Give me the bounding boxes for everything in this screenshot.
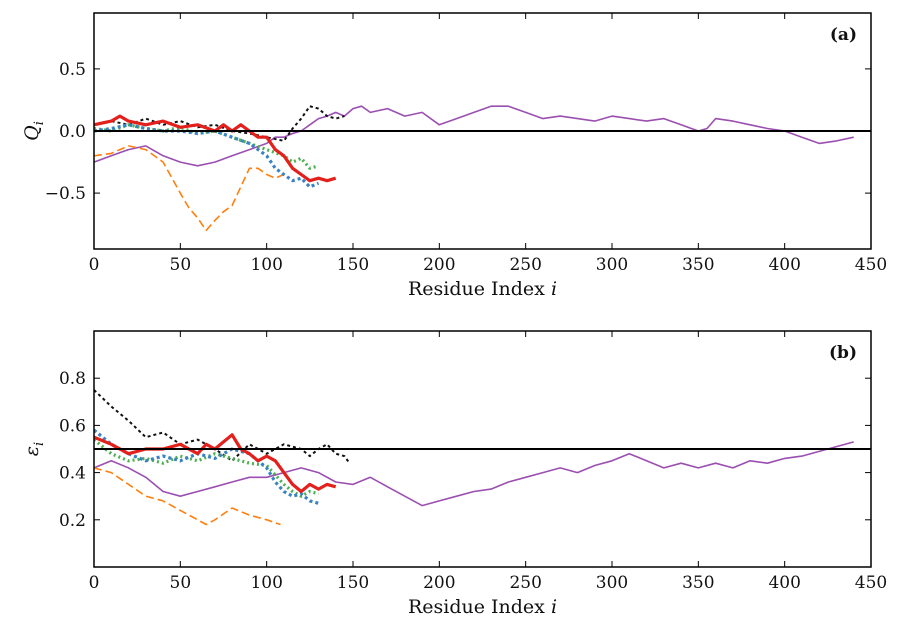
panel-b-x-tick-label: 100 xyxy=(250,573,282,593)
panel-b: 0 50 100 150 200 250 300 350 400 4500.20.40.60.8 … xyxy=(21,330,887,618)
panel-a-series-red xyxy=(94,114,337,183)
panel-a-label: (a) xyxy=(830,25,857,45)
panel-a-x-tick-label: 150 xyxy=(337,255,369,275)
panel-b-x-tick-label: 0 xyxy=(89,573,100,593)
panel-b-x-axis-label-var: i xyxy=(551,596,557,618)
panel-a-x-tick-label: 0 xyxy=(89,255,100,275)
panel-b-y-tick-label: 0.4 xyxy=(59,464,86,484)
panel-b-x-tick-label: 250 xyxy=(509,573,541,593)
panel-b-x-axis-label: Residue Index i xyxy=(408,596,557,618)
panel-a-x-tick-label: 200 xyxy=(423,255,455,275)
panel-a-x-tick-label: 450 xyxy=(855,255,887,275)
panel-b-x-tick-label: 50 xyxy=(170,573,192,593)
panel-a-x-tick-label: 400 xyxy=(768,255,800,275)
panel-a-y-axis-label-symbol: Q xyxy=(21,125,43,141)
panel-a-ticks: 0 50 100 150 200 250 300 350 400 450 −0.5 0.0 0.5 xyxy=(45,13,887,275)
panel-a-x-tick-label: 250 xyxy=(509,255,541,275)
panel-b-x-tick-label: 300 xyxy=(596,573,628,593)
panel-a-y-tick-label: 0.5 xyxy=(59,60,86,80)
panel-a: 0 50 100 150 200 250 300 350 400 450 −0.5 0.0 0.5 (a… xyxy=(21,12,887,300)
panel-a-y-tick-label: 0.0 xyxy=(59,122,86,142)
panel-a-y-tick-label: −0.5 xyxy=(45,184,86,204)
panel-a-series-black xyxy=(94,105,345,142)
panel-b-series-group xyxy=(94,389,854,526)
panel-a-x-tick-label: 350 xyxy=(682,255,714,275)
panel-b-series-purple xyxy=(94,441,854,507)
panel-a-y-axis-label: Qi xyxy=(21,121,47,141)
panel-a-x-tick-label: 50 xyxy=(170,255,192,275)
panel-b-x-tick-label: 450 xyxy=(855,573,887,593)
panel-b-x-tick-label: 150 xyxy=(337,573,369,593)
panel-b-y-axis-label: εi xyxy=(21,442,47,456)
panel-b-x-tick-label: 350 xyxy=(682,573,714,593)
panel-a-series-blue xyxy=(94,123,320,189)
panel-a-series-purple xyxy=(94,105,854,167)
panel-b-y-tick-label: 0.8 xyxy=(59,369,86,389)
panel-b-y-axis-label-sub: i xyxy=(32,442,47,446)
panel-b-x-tick-label: 200 xyxy=(423,573,455,593)
panel-a-x-tick-label: 100 xyxy=(250,255,282,275)
panel-b-y-axis-label-symbol: ε xyxy=(21,446,43,456)
panel-a-y-axis-label-sub: i xyxy=(32,121,47,125)
panel-b-y-tick-label: 0.6 xyxy=(59,416,86,436)
panel-b-label: (b) xyxy=(829,343,857,363)
panel-b-x-tick-label: 400 xyxy=(768,573,800,593)
panel-b-x-axis-label-text: Residue Index xyxy=(408,596,545,618)
panel-b-ticks: 0 50 100 150 200 250 300 350 400 450 0.2 0.4 0.6 0.8 xyxy=(59,331,887,593)
panel-b-series-orange xyxy=(94,467,281,526)
panel-a-x-axis-label-text: Residue Index xyxy=(408,278,545,300)
panel-a-x-axis-label-var: i xyxy=(551,278,557,300)
panel-b-series-red xyxy=(94,433,337,494)
panel-a-x-axis-label: Residue Index i xyxy=(408,278,557,300)
panel-b-axes-frame xyxy=(93,330,872,568)
panel-a-series-orange xyxy=(94,145,285,232)
panel-a-series-group xyxy=(94,105,854,232)
panel-a-x-tick-label: 300 xyxy=(596,255,628,275)
panel-b-y-tick-label: 0.2 xyxy=(59,511,86,531)
